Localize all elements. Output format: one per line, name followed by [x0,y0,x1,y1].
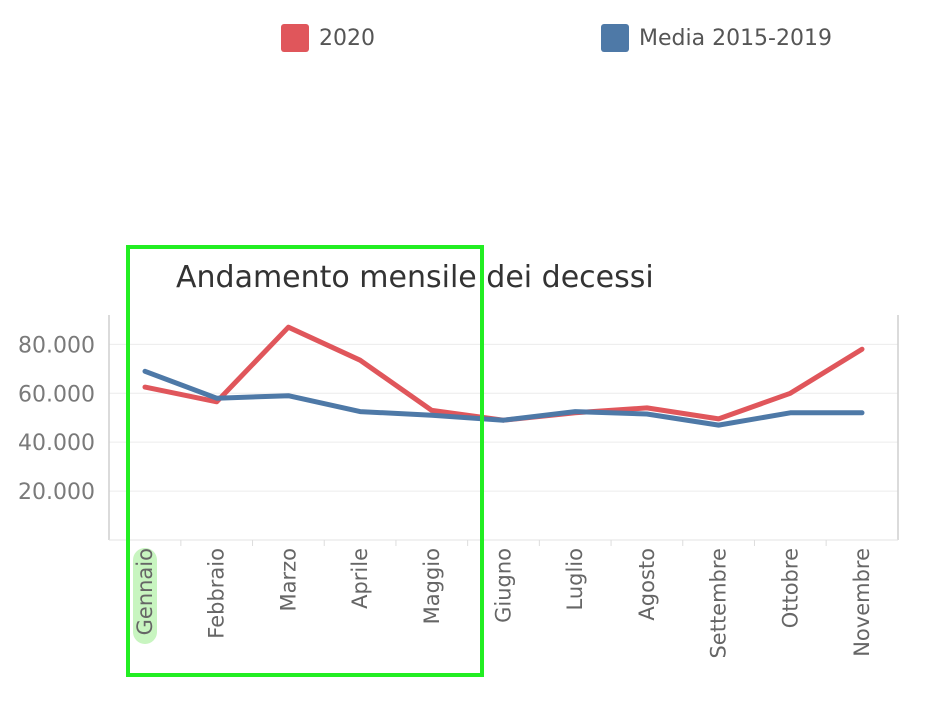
y-tick-label: 20.000 [18,480,95,505]
x-tick-label[interactable]: Agosto [635,548,659,621]
x-tick-label[interactable]: Giugno [492,548,516,623]
x-tick-label[interactable]: Febbraio [205,548,229,639]
x-tick-label[interactable]: Maggio [420,548,444,624]
x-tick-label[interactable]: Aprile [348,548,372,609]
legend-label-2020: 2020 [319,25,375,51]
y-tick-label: 40.000 [18,431,95,456]
selected-category-highlight [133,548,157,644]
x-tick-labels: Gennaio Febbraio Marzo Aprile Maggio Giugno Lu… [133,540,874,659]
series-line-media-2015-2019[interactable] [142,368,865,428]
legend: 2020 Media 2015-2019 [0,24,928,54]
y-tick-label: 60.000 [18,382,95,407]
x-tick-label[interactable]: Settembre [707,548,731,659]
selection-highlight-box [126,245,484,677]
x-tick-label[interactable]: Ottobre [778,548,802,628]
chart-title: Andamento mensile dei decessi [176,260,654,295]
legend-item-2020[interactable]: 2020 [281,24,375,52]
legend-swatch-media [601,24,629,52]
y-tick-label: 80.000 [18,333,95,358]
x-tick-label[interactable]: Gennaio [133,548,157,635]
x-tick-label[interactable]: Marzo [276,548,300,612]
x-tick-label[interactable]: Luglio [563,548,587,611]
legend-swatch-2020 [281,24,309,52]
legend-item-media[interactable]: Media 2015-2019 [601,24,832,52]
y-tick-labels: 20.000 40.000 60.000 80.000 [18,333,95,505]
x-tick-label[interactable]: Novembre [850,548,874,657]
legend-label-media: Media 2015-2019 [639,25,832,51]
series-lines [142,324,865,428]
gridlines [109,343,898,492]
series-line-2020[interactable] [142,324,865,423]
